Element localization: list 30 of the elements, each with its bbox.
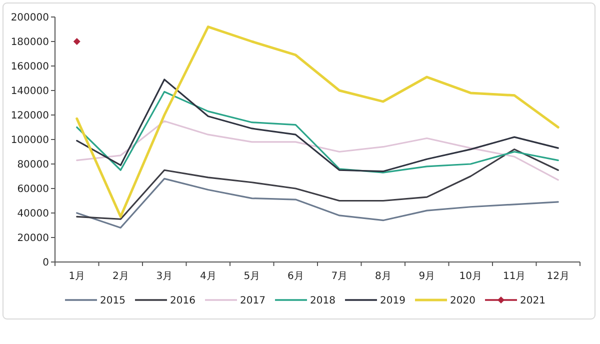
y-tick-label: 40000 [17, 208, 49, 220]
legend-label: 2018 [310, 296, 336, 306]
x-tick-label: 12月 [546, 271, 570, 282]
legend-label: 2017 [240, 296, 266, 306]
legend-label: 2016 [170, 296, 196, 306]
y-tick-label: 60000 [17, 184, 49, 195]
legend-label: 2020 [450, 296, 476, 306]
legend-label: 2019 [380, 296, 406, 306]
y-tick-label: 80000 [17, 160, 49, 170]
legend-label: 2021 [520, 296, 546, 306]
y-tick-label: 120000 [10, 110, 49, 122]
x-tick-label: 3月 [156, 271, 173, 282]
x-tick-label: 4月 [200, 271, 216, 282]
x-tick-label: 9月 [418, 271, 436, 282]
y-tick-label: 200000 [10, 12, 49, 24]
x-tick-label: 8月 [374, 271, 392, 282]
x-tick-label: 7月 [331, 271, 348, 282]
x-tick-label: 5月 [244, 271, 260, 282]
y-tick-label: 0 [42, 258, 49, 268]
y-tick-label: 100000 [10, 135, 49, 146]
y-tick-label: 20000 [17, 233, 49, 244]
x-tick-label: 1月 [68, 271, 86, 282]
y-tick-label: 160000 [10, 62, 49, 72]
x-tick-label: 10月 [459, 271, 482, 282]
x-tick-label: 6月 [287, 271, 304, 282]
y-tick-label: 140000 [10, 86, 49, 97]
x-tick-label: 2月 [112, 271, 129, 282]
legend-label: 2015 [100, 296, 126, 306]
x-tick-label: 11月 [503, 271, 526, 282]
y-tick-label: 180000 [10, 37, 49, 48]
